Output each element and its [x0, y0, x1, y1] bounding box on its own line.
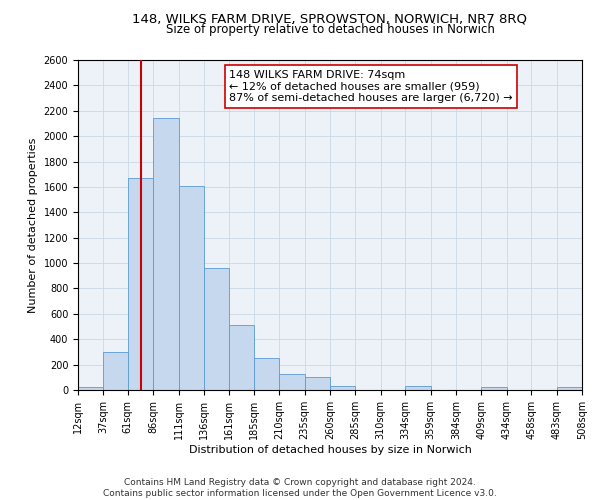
- Bar: [78, 388, 103, 390]
- Text: Contains HM Land Registry data © Crown copyright and database right 2024.
Contai: Contains HM Land Registry data © Crown c…: [103, 478, 497, 498]
- Bar: [330, 386, 355, 390]
- X-axis label: Distribution of detached houses by size in Norwich: Distribution of detached houses by size …: [188, 444, 472, 454]
- Bar: [279, 374, 305, 390]
- Bar: [153, 118, 179, 390]
- Bar: [103, 352, 128, 390]
- Y-axis label: Number of detached properties: Number of detached properties: [28, 138, 38, 312]
- Bar: [204, 268, 229, 390]
- Bar: [229, 326, 254, 390]
- Bar: [305, 378, 330, 390]
- Bar: [481, 388, 507, 390]
- Bar: [405, 386, 431, 390]
- Bar: [179, 186, 204, 390]
- Bar: [128, 178, 153, 390]
- Bar: [254, 358, 279, 390]
- Bar: [557, 388, 582, 390]
- Text: 148, WILKS FARM DRIVE, SPROWSTON, NORWICH, NR7 8RQ: 148, WILKS FARM DRIVE, SPROWSTON, NORWIC…: [133, 12, 527, 26]
- Text: 148 WILKS FARM DRIVE: 74sqm
← 12% of detached houses are smaller (959)
87% of se: 148 WILKS FARM DRIVE: 74sqm ← 12% of det…: [229, 70, 513, 103]
- Text: Size of property relative to detached houses in Norwich: Size of property relative to detached ho…: [166, 22, 494, 36]
